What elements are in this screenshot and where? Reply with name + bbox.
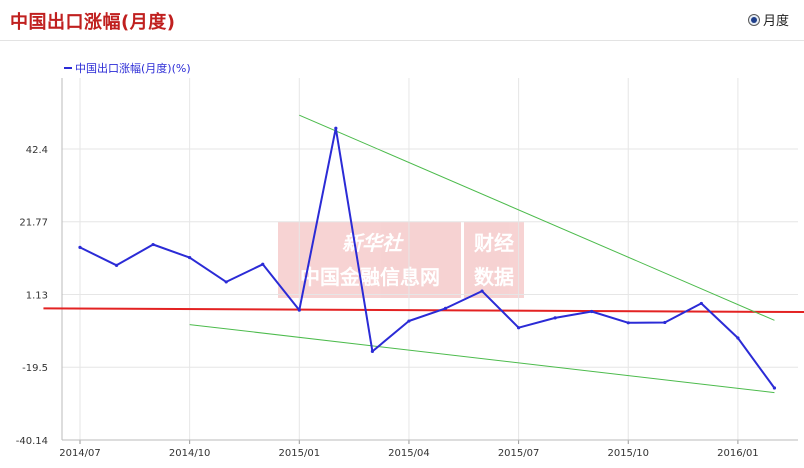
green-trend-line-1 xyxy=(299,114,775,321)
data-point xyxy=(114,263,119,267)
data-point xyxy=(224,280,228,284)
data-point xyxy=(370,349,374,353)
data-point xyxy=(699,301,703,306)
data-point xyxy=(480,289,484,293)
data-point xyxy=(407,319,411,323)
data-point xyxy=(78,245,82,249)
chart-title: 中国出口涨幅(月度) xyxy=(10,12,176,33)
data-point xyxy=(663,320,667,325)
watermark-right-block xyxy=(464,222,524,298)
x-tick-label: 2015/01 xyxy=(279,448,321,459)
data-point xyxy=(297,308,301,312)
y-tick-label: 1.13 xyxy=(26,291,48,302)
green-trend-line-2 xyxy=(189,324,775,394)
series-layer xyxy=(78,126,777,390)
watermark-logo: 新华社 xyxy=(342,231,404,255)
y-tick-label: -40.14 xyxy=(16,436,48,447)
x-tick-label: 2015/07 xyxy=(498,448,540,459)
x-tick-label: 2016/01 xyxy=(717,448,759,459)
period-radio-label: 月度 xyxy=(763,14,790,29)
data-point xyxy=(736,336,740,340)
x-tick-label: 2014/07 xyxy=(59,448,101,459)
data-point xyxy=(261,262,265,266)
watermark-text: 新华社 中国金融信息网 财经 数据 xyxy=(300,231,514,289)
red-trend-line xyxy=(43,307,804,314)
x-tick-label: 2015/10 xyxy=(607,448,649,459)
data-point xyxy=(590,309,594,314)
series-line-export-growth xyxy=(79,127,776,389)
data-point xyxy=(443,306,448,310)
data-point xyxy=(334,126,338,130)
period-radio-monthly[interactable]: 月度 xyxy=(748,10,789,29)
trend-lines xyxy=(43,114,804,394)
y-tick-label: -19.5 xyxy=(22,363,48,374)
watermark-right-line2: 数据 xyxy=(474,265,514,289)
x-tick-label: 2014/10 xyxy=(169,448,211,459)
data-point xyxy=(553,316,557,320)
data-point xyxy=(626,321,630,325)
watermark-line1: 中国金融信息网 xyxy=(300,265,440,289)
y-tick-label: 42.4 xyxy=(26,145,48,156)
y-tick-label: 21.77 xyxy=(19,218,48,229)
axes: 2014/07 2014/10 2015/01 2015/04 2015/07 2015/… xyxy=(16,78,798,459)
header-divider xyxy=(0,40,804,41)
data-point xyxy=(188,255,192,260)
legend-label: 中国出口涨幅(月度)(%) xyxy=(75,61,191,75)
data-point xyxy=(151,242,155,247)
watermark-right-line1: 财经 xyxy=(474,231,514,255)
data-point xyxy=(517,326,521,330)
x-tick-label: 2015/04 xyxy=(388,448,430,459)
radio-selected-icon[interactable] xyxy=(748,13,760,26)
watermark xyxy=(278,222,524,298)
legend: 中国出口涨幅(月度)(%) xyxy=(64,61,191,75)
data-point xyxy=(772,386,777,390)
